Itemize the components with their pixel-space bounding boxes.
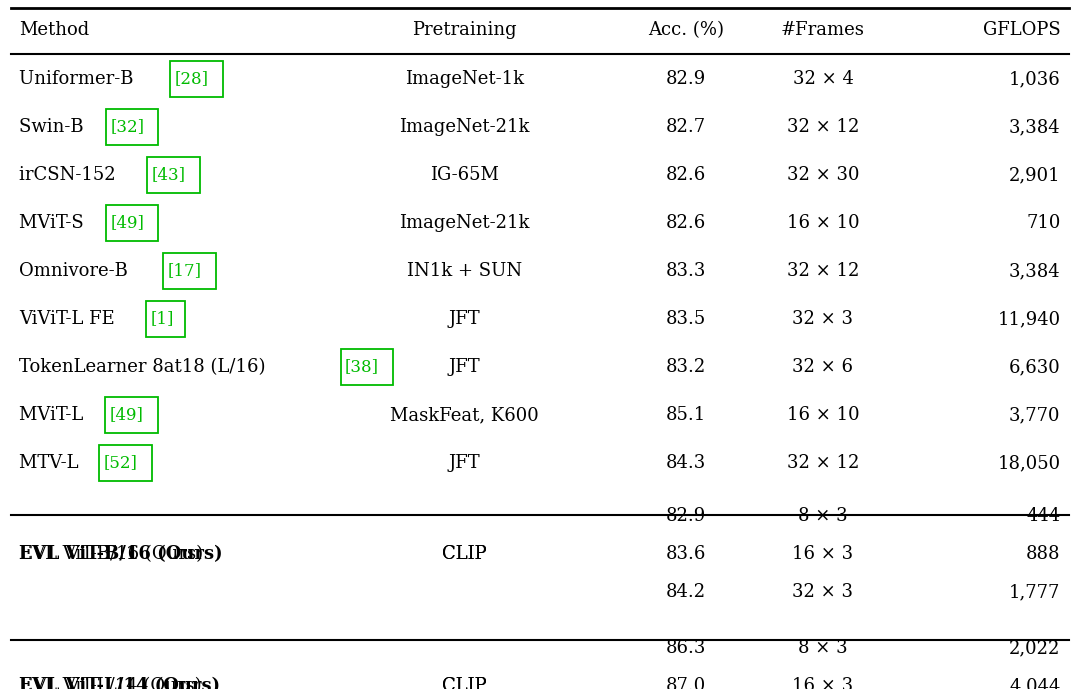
Text: [43]: [43] xyxy=(151,167,186,183)
Text: TokenLearner 8at18 (L/16): TokenLearner 8at18 (L/16) xyxy=(19,358,272,376)
Text: IG-65M: IG-65M xyxy=(430,166,499,184)
Bar xyxy=(171,61,222,97)
Text: [49]: [49] xyxy=(110,407,144,424)
Bar xyxy=(146,301,185,337)
Text: 32 × 3: 32 × 3 xyxy=(793,310,853,328)
Text: CLIP: CLIP xyxy=(442,545,487,563)
Text: [49]: [49] xyxy=(110,214,145,232)
Text: Acc. (%): Acc. (%) xyxy=(648,21,724,39)
Text: [32]: [32] xyxy=(110,119,145,136)
Text: 1,777: 1,777 xyxy=(1009,583,1061,601)
Text: irCSN-152: irCSN-152 xyxy=(19,166,122,184)
Text: MTV-L: MTV-L xyxy=(19,454,84,472)
Text: MViT-L: MViT-L xyxy=(19,406,90,424)
Text: 32 × 6: 32 × 6 xyxy=(793,358,853,376)
Text: Swin-B: Swin-B xyxy=(19,118,90,136)
Text: 710: 710 xyxy=(1026,214,1061,232)
Text: 32 × 12: 32 × 12 xyxy=(786,454,860,472)
Text: 32 × 4: 32 × 4 xyxy=(793,70,853,88)
Bar xyxy=(99,445,151,481)
Text: JFT: JFT xyxy=(448,454,481,472)
Text: 3,384: 3,384 xyxy=(1009,262,1061,280)
Text: 4,044: 4,044 xyxy=(1009,677,1061,689)
Text: 82.7: 82.7 xyxy=(665,118,706,136)
Text: 16 × 10: 16 × 10 xyxy=(786,406,860,424)
Text: 16 × 3: 16 × 3 xyxy=(793,545,853,563)
Text: 83.2: 83.2 xyxy=(665,358,706,376)
Text: Pretraining: Pretraining xyxy=(413,21,516,39)
Text: [1]: [1] xyxy=(150,311,174,327)
Bar xyxy=(106,205,159,241)
Text: [28]: [28] xyxy=(175,70,208,88)
Text: 82.9: 82.9 xyxy=(665,70,706,88)
Text: [52]: [52] xyxy=(104,455,137,471)
Text: EVL ViT-L/14 (Ours): EVL ViT-L/14 (Ours) xyxy=(19,677,220,689)
Text: 3,384: 3,384 xyxy=(1009,118,1061,136)
Text: JFT: JFT xyxy=(448,310,481,328)
Text: EVL ViT-L/14 (Ours): EVL ViT-L/14 (Ours) xyxy=(19,677,202,689)
Text: ImageNet-1k: ImageNet-1k xyxy=(405,70,524,88)
Text: 8 × 3: 8 × 3 xyxy=(798,507,848,525)
Text: CLIP: CLIP xyxy=(442,545,487,563)
Text: 86.3: 86.3 xyxy=(665,639,706,657)
Text: 32 × 3: 32 × 3 xyxy=(793,583,853,601)
Text: 6,630: 6,630 xyxy=(1009,358,1061,376)
Text: 82.6: 82.6 xyxy=(665,166,706,184)
Text: 32 × 12: 32 × 12 xyxy=(786,262,860,280)
Text: 16 × 3: 16 × 3 xyxy=(793,677,853,689)
Text: [17]: [17] xyxy=(167,263,201,280)
Text: MViT-S: MViT-S xyxy=(19,214,90,232)
Text: IN1k + SUN: IN1k + SUN xyxy=(407,262,522,280)
Text: ViViT-L FE: ViViT-L FE xyxy=(19,310,121,328)
Text: 11,940: 11,940 xyxy=(998,310,1061,328)
Text: 85.1: 85.1 xyxy=(665,406,706,424)
Text: 2,901: 2,901 xyxy=(1009,166,1061,184)
Text: 18,050: 18,050 xyxy=(998,454,1061,472)
Text: 32 × 12: 32 × 12 xyxy=(786,118,860,136)
Text: MaskFeat, K600: MaskFeat, K600 xyxy=(390,406,539,424)
Text: EVL ViT-B/16 (Ours): EVL ViT-B/16 (Ours) xyxy=(19,545,203,563)
Text: 83.5: 83.5 xyxy=(665,310,706,328)
Text: EVL ViT-B/16 (Ours): EVL ViT-B/16 (Ours) xyxy=(19,545,224,563)
Text: 444: 444 xyxy=(1026,507,1061,525)
Text: 83.6: 83.6 xyxy=(665,545,706,563)
Text: 84.3: 84.3 xyxy=(665,454,706,472)
Bar xyxy=(106,397,158,433)
Bar xyxy=(106,109,159,145)
Text: 87.0: 87.0 xyxy=(665,677,706,689)
Text: CLIP: CLIP xyxy=(442,677,487,689)
Bar xyxy=(163,253,216,289)
Text: 83.3: 83.3 xyxy=(665,262,706,280)
Text: Method: Method xyxy=(19,21,90,39)
Text: 888: 888 xyxy=(1026,545,1061,563)
Text: JFT: JFT xyxy=(448,358,481,376)
Text: GFLOPS: GFLOPS xyxy=(983,21,1061,39)
Text: [38]: [38] xyxy=(345,358,379,376)
Text: 16 × 10: 16 × 10 xyxy=(786,214,860,232)
Text: 32 × 30: 32 × 30 xyxy=(786,166,860,184)
Text: 82.6: 82.6 xyxy=(665,214,706,232)
Text: 3,770: 3,770 xyxy=(1009,406,1061,424)
Text: 84.2: 84.2 xyxy=(665,583,706,601)
Text: #Frames: #Frames xyxy=(781,21,865,39)
Bar xyxy=(147,157,200,193)
Text: 82.9: 82.9 xyxy=(665,507,706,525)
Text: Uniformer-B: Uniformer-B xyxy=(19,70,139,88)
Text: CLIP: CLIP xyxy=(442,677,487,689)
Text: Omnivore-B: Omnivore-B xyxy=(19,262,134,280)
Text: 8 × 3: 8 × 3 xyxy=(798,639,848,657)
Bar xyxy=(340,349,393,385)
Text: 1,036: 1,036 xyxy=(1009,70,1061,88)
Text: 2,022: 2,022 xyxy=(1009,639,1061,657)
Text: ImageNet-21k: ImageNet-21k xyxy=(400,214,529,232)
Text: ImageNet-21k: ImageNet-21k xyxy=(400,118,529,136)
